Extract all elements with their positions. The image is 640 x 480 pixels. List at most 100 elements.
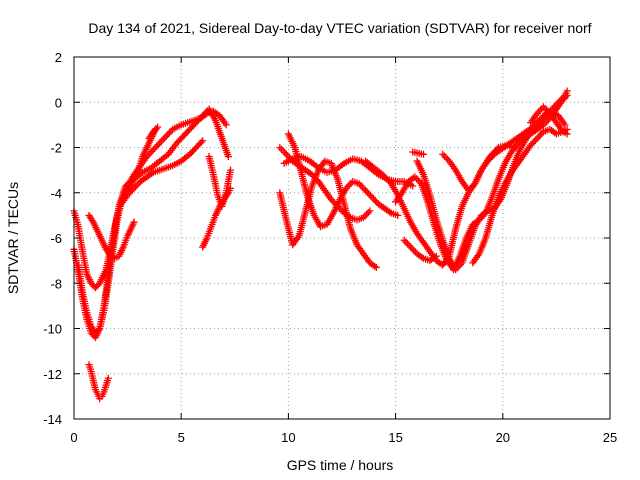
data-point [358, 183, 366, 191]
data-point [224, 153, 232, 161]
data-point [154, 141, 162, 149]
series-s20 [145, 123, 162, 142]
data-point [153, 142, 161, 150]
data-point [363, 210, 371, 218]
data-point [432, 252, 440, 260]
y-axis-label: SDTVAR / TECUs [5, 182, 21, 294]
data-point [151, 144, 159, 152]
data-point [536, 106, 544, 114]
data-point [364, 209, 372, 217]
data-point [154, 123, 162, 131]
data-point [413, 175, 421, 183]
data-point [407, 243, 415, 251]
y-tick-label: -4 [50, 186, 62, 201]
data-point [536, 131, 544, 139]
data-point [386, 208, 394, 216]
axis-ticks: 0 5 10 15 20 25 -14 -12 -10 -8 -6 -4 -2 0 2 [43, 50, 617, 445]
chart-title: Day 134 of 2021, Sidereal Day-to-day VTE… [88, 20, 591, 36]
data-point [276, 144, 284, 151]
series-s3 [74, 107, 230, 337]
data-point [366, 192, 374, 200]
y-tick-label: 0 [55, 95, 62, 110]
series-s16 [400, 236, 440, 265]
data-point [405, 241, 413, 249]
series-s8 [205, 153, 235, 210]
series-s5 [85, 211, 138, 262]
data-point [419, 150, 427, 158]
data-point [159, 136, 167, 144]
data-point [563, 87, 571, 95]
data-point [409, 182, 417, 190]
data-point [161, 134, 169, 142]
x-tick-label: 20 [496, 430, 510, 445]
data-point [540, 103, 548, 111]
series-s21 [409, 148, 427, 158]
data-point [431, 253, 439, 261]
data-point [410, 246, 418, 254]
data-point [130, 218, 138, 226]
data-point [418, 253, 426, 261]
data-point [222, 121, 230, 129]
data-point [533, 134, 541, 142]
data-point [370, 195, 378, 203]
x-tick-label: 15 [388, 430, 402, 445]
data-point [371, 197, 379, 205]
data-point [148, 170, 156, 178]
data-point [563, 130, 571, 138]
grid [74, 57, 610, 419]
data-point [152, 125, 160, 133]
series-s11 [284, 130, 402, 231]
data-point [281, 149, 289, 157]
data-point [282, 150, 290, 158]
x-tick-label: 25 [603, 430, 617, 445]
data-point [156, 139, 164, 147]
data-point [372, 263, 380, 271]
data-point [366, 207, 374, 215]
data-point [408, 245, 416, 253]
data-point [402, 238, 410, 246]
data-point [442, 154, 450, 162]
data-point [365, 190, 373, 198]
data-point [279, 147, 287, 155]
data-point [360, 185, 368, 193]
series-s4 [85, 361, 112, 403]
data-point [535, 133, 543, 141]
data-point [227, 166, 235, 174]
data-point [94, 326, 102, 334]
y-tick-label: -8 [50, 276, 62, 291]
data-point [104, 374, 112, 382]
x-tick-label: 10 [281, 430, 295, 445]
data-point [197, 138, 205, 146]
x-axis-label: GPS time / hours [287, 457, 394, 473]
data-point [162, 132, 170, 140]
y-tick-label: -6 [50, 231, 62, 246]
data-point [165, 129, 173, 137]
data-point [530, 138, 538, 146]
y-tick-label: -10 [43, 322, 62, 337]
data-point [439, 150, 447, 158]
x-tick-label: 0 [70, 430, 77, 445]
data-points [70, 87, 571, 403]
series-s18 [469, 125, 571, 267]
data-point [368, 193, 376, 201]
y-tick-label: -14 [43, 412, 62, 427]
data-point [394, 211, 402, 219]
data-point [403, 240, 411, 248]
data-point [362, 186, 370, 194]
data-point [164, 130, 172, 138]
data-point [345, 213, 353, 221]
data-point [157, 137, 165, 145]
data-point [482, 208, 490, 216]
y-tick-label: 2 [55, 50, 62, 65]
data-point [201, 111, 209, 119]
x-tick-label: 5 [178, 430, 185, 445]
data-point [277, 145, 285, 153]
data-point [199, 137, 207, 145]
data-point [363, 188, 371, 196]
data-point [531, 136, 539, 144]
y-tick-label: -2 [50, 141, 62, 156]
y-tick-label: -12 [43, 367, 62, 382]
series-s17 [439, 107, 569, 194]
data-point [440, 152, 448, 160]
